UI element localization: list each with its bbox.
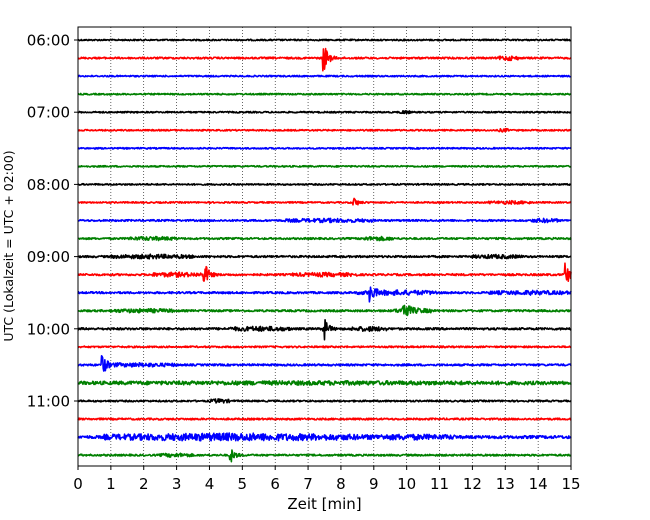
trace-line <box>77 345 572 349</box>
y-tick-label: 06:00 <box>27 32 70 50</box>
x-tick-label: 8 <box>336 475 346 493</box>
y-tick-label: 09:00 <box>27 248 70 266</box>
x-tick-label: 3 <box>172 475 182 493</box>
vertical-grid <box>110 27 539 466</box>
y-tick-label: 08:00 <box>27 176 70 194</box>
trace-line <box>77 217 572 224</box>
trace-line <box>77 110 572 115</box>
trace-line <box>77 74 572 78</box>
x-tick-label: 11 <box>430 475 449 493</box>
trace-line <box>77 354 572 372</box>
trace-line <box>77 182 572 186</box>
trace-line <box>77 235 572 242</box>
trace-line <box>77 380 572 386</box>
x-tick-label: 4 <box>205 475 215 493</box>
x-tick-label: 12 <box>463 475 482 493</box>
y-tick-label: 07:00 <box>27 104 70 122</box>
x-tick-label: 9 <box>369 475 379 493</box>
seismic-traces <box>77 38 572 463</box>
x-tick-label: 6 <box>270 475 280 493</box>
x-tick-label: 2 <box>139 475 149 493</box>
x-axis-label: Zeit [min] <box>287 495 361 513</box>
trace-line <box>77 318 572 341</box>
trace-line <box>77 417 572 421</box>
x-tick-label: 0 <box>73 475 83 493</box>
trace-line <box>77 262 572 283</box>
x-tick-label: 14 <box>529 475 548 493</box>
trace-line <box>77 398 572 404</box>
trace-line <box>77 47 572 72</box>
trace-line <box>77 432 572 442</box>
x-tick-label: 15 <box>561 475 580 493</box>
x-tick-label: 13 <box>496 475 515 493</box>
trace-line <box>77 38 572 42</box>
trace-line <box>77 449 572 463</box>
trace-line <box>77 253 572 260</box>
plot-frame <box>77 26 572 467</box>
y-tick-label: 10:00 <box>27 320 70 338</box>
x-axis-ticks: 0 1 2 3 4 5 6 7 8 9 10 11 12 13 14 15 <box>73 466 581 493</box>
trace-line <box>77 286 572 303</box>
trace-line <box>77 92 572 96</box>
trace-line <box>77 127 572 133</box>
y-axis-ticks: 06:00 07:00 08:00 09:00 10:00 11:00 <box>27 32 78 411</box>
trace-line <box>77 164 572 168</box>
y-tick-label: 11:00 <box>27 393 70 411</box>
x-tick-label: 10 <box>397 475 416 493</box>
trace-line <box>77 304 572 317</box>
trace-line <box>77 146 572 150</box>
x-tick-label: 1 <box>106 475 116 493</box>
trace-line <box>77 197 572 206</box>
y-axis-label: UTC (Lokalzeit = UTC + 02:00) <box>1 150 16 341</box>
x-tick-label: 7 <box>303 475 313 493</box>
x-tick-label: 5 <box>238 475 248 493</box>
